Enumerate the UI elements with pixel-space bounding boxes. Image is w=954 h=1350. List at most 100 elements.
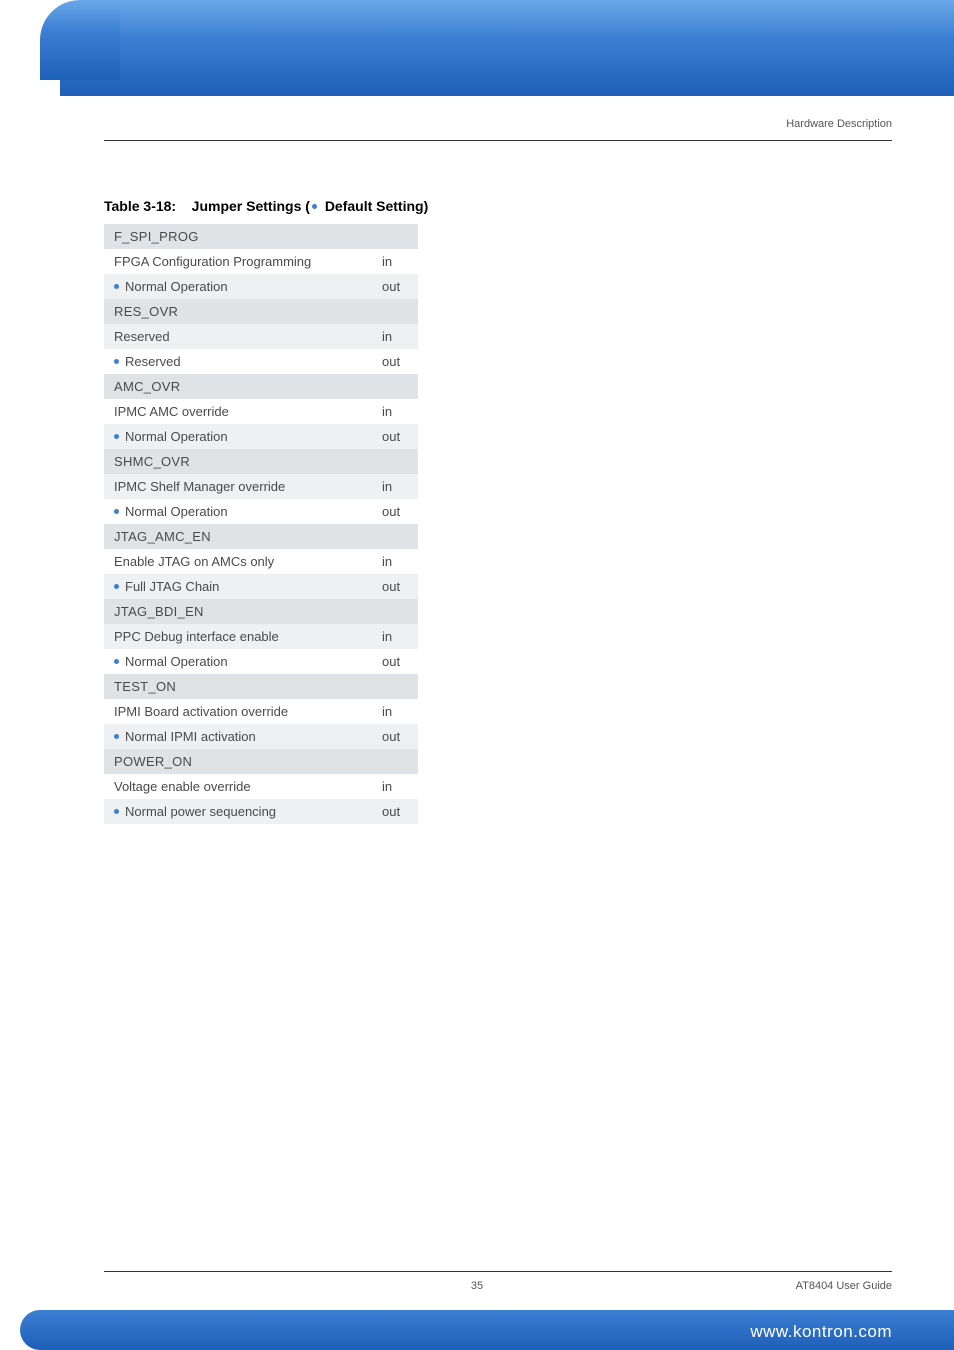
jumper-state-cell: out (372, 349, 418, 374)
jumper-state-cell (372, 524, 418, 549)
content: Table 3-18: Jumper Settings ( Default Se… (104, 198, 444, 824)
jumper-state-cell: out (372, 649, 418, 674)
jumper-label: Voltage enable override (114, 779, 251, 794)
jumper-label: Full JTAG Chain (125, 579, 219, 594)
jumper-label-cell: Normal Operation (104, 499, 372, 524)
jumper-label-cell: Full JTAG Chain (104, 574, 372, 599)
jumper-state-cell (372, 374, 418, 399)
table-row: Normal Operationout (104, 424, 418, 449)
jumper-settings-table: F_SPI_PROG FPGA Configuration Programming… (104, 224, 418, 824)
jumper-label: Reserved (125, 354, 181, 369)
table-row: Full JTAG Chain out (104, 574, 418, 599)
jumper-state-cell: out (372, 499, 418, 524)
header-divider (104, 140, 892, 141)
jumper-state-cell (372, 224, 418, 249)
jumper-label: F_SPI_PROG (114, 229, 199, 244)
jumper-state-cell: in (372, 324, 418, 349)
jumper-label: Normal IPMI activation (125, 729, 256, 744)
jumper-label: Normal Operation (125, 654, 228, 669)
table-row: Enable JTAG on AMCs only in (104, 549, 418, 574)
default-bullet-icon (114, 284, 119, 289)
jumper-label: IPMC Shelf Manager override (114, 479, 285, 494)
footer-divider (104, 1271, 892, 1272)
jumper-label-cell: Reserved (104, 349, 372, 374)
jumper-state-cell: out (372, 799, 418, 824)
jumper-label: JTAG_AMC_EN (114, 529, 211, 544)
jumper-state-cell: out (372, 574, 418, 599)
jumper-state-cell: in (372, 249, 418, 274)
table-row: Normal power sequencing out (104, 799, 418, 824)
header-banner (0, 0, 954, 96)
jumper-label: POWER_ON (114, 754, 192, 769)
jumper-label-cell: IPMI Board activation override (104, 699, 372, 724)
jumper-state-cell: in (372, 399, 418, 424)
jumper-label-cell: AMC_OVR (104, 374, 372, 399)
jumper-label: RES_OVR (114, 304, 178, 319)
jumper-label-cell: PPC Debug interface enable (104, 624, 372, 649)
jumper-label: Reserved (114, 329, 170, 344)
jumper-label: PPC Debug interface enable (114, 629, 279, 644)
default-bullet-icon (114, 659, 119, 664)
jumper-label: Enable JTAG on AMCs only (114, 554, 274, 569)
table-row: Normal Operation out (104, 499, 418, 524)
table-row: TEST_ON (104, 674, 418, 699)
jumper-label: AMC_OVR (114, 379, 180, 394)
default-bullet-icon (114, 584, 119, 589)
jumper-label-cell: Normal Operation (104, 274, 372, 299)
table-row: FPGA Configuration Programming in (104, 249, 418, 274)
table-row: JTAG_AMC_EN (104, 524, 418, 549)
jumper-label-cell: IPMC AMC override (104, 399, 372, 424)
jumper-state-cell (372, 299, 418, 324)
jumper-label: JTAG_BDI_EN (114, 604, 204, 619)
table-row: Reserved in (104, 324, 418, 349)
table-row: Reserved out (104, 349, 418, 374)
jumper-label-cell: Normal Operation (104, 649, 372, 674)
jumper-label: Normal power sequencing (125, 804, 276, 819)
jumper-label: Normal Operation (125, 504, 228, 519)
jumper-label-cell: SHMC_OVR (104, 449, 372, 474)
table-row: PPC Debug interface enable in (104, 624, 418, 649)
jumper-label-cell: Normal IPMI activation (104, 724, 372, 749)
table-row: IPMC AMC override in (104, 399, 418, 424)
jumper-label-cell: JTAG_BDI_EN (104, 599, 372, 624)
jumper-label-cell: Normal power sequencing (104, 799, 372, 824)
jumper-label: FPGA Configuration Programming (114, 254, 311, 269)
table-row: SHMC_OVR (104, 449, 418, 474)
jumper-label-cell: FPGA Configuration Programming (104, 249, 372, 274)
jumper-state-cell: in (372, 549, 418, 574)
table-row: IPMI Board activation override in (104, 699, 418, 724)
jumper-state-cell: in (372, 699, 418, 724)
jumper-label: SHMC_OVR (114, 454, 190, 469)
jumper-label: IPMI Board activation override (114, 704, 288, 719)
caption-prefix: Table 3-18: (104, 198, 176, 214)
table-row: Voltage enable override in (104, 774, 418, 799)
jumper-state-cell (372, 674, 418, 699)
jumper-state-cell: out (372, 724, 418, 749)
jumper-state-cell (372, 599, 418, 624)
jumper-label-cell: TEST_ON (104, 674, 372, 699)
jumper-label: IPMC AMC override (114, 404, 229, 419)
jumper-state-cell: in (372, 774, 418, 799)
jumper-label-cell: F_SPI_PROG (104, 224, 372, 249)
header-curve (40, 0, 80, 40)
jumper-label-cell: Normal Operation (104, 424, 372, 449)
default-bullet-icon (114, 734, 119, 739)
jumper-state-cell: in (372, 474, 418, 499)
jumper-state-cell: in (372, 624, 418, 649)
jumper-label-cell: IPMC Shelf Manager override (104, 474, 372, 499)
default-bullet-icon (114, 359, 119, 364)
jumper-label-cell: Enable JTAG on AMCs only (104, 549, 372, 574)
table-caption: Table 3-18: Jumper Settings ( Default Se… (104, 198, 444, 214)
jumper-state-cell (372, 749, 418, 774)
jumper-state-cell (372, 449, 418, 474)
table-row: POWER_ON (104, 749, 418, 774)
table-row: AMC_OVR (104, 374, 418, 399)
footer-url: www.kontron.com (750, 1322, 892, 1342)
jumper-label: Normal Operation (125, 279, 228, 294)
jumper-label-cell: Voltage enable override (104, 774, 372, 799)
table-row: Normal Operation out (104, 649, 418, 674)
jumper-label-cell: JTAG_AMC_EN (104, 524, 372, 549)
table-row: Normal Operationout (104, 274, 418, 299)
default-bullet-icon (114, 509, 119, 514)
jumper-label: TEST_ON (114, 679, 176, 694)
